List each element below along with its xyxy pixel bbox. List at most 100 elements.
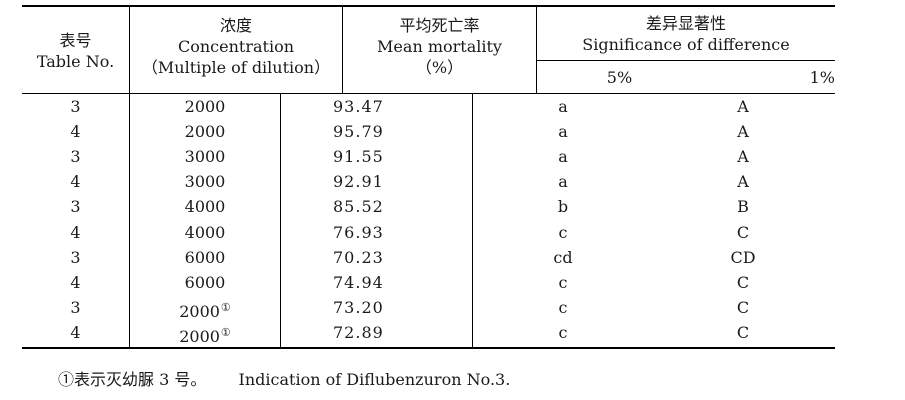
- cell-concentration-value: 3000: [184, 172, 226, 192]
- cell-concentration: 2000: [130, 120, 280, 143]
- cell-sig1-value: CD: [730, 247, 756, 267]
- cell-mortality-value: 76.93: [333, 222, 384, 242]
- header-significance-zh: 差异显著性: [645, 14, 726, 33]
- cell-concentration: 3000: [130, 170, 280, 193]
- cell-sig5: b: [473, 195, 653, 218]
- cell-table-no: 4: [22, 271, 129, 294]
- header-mortality: 平均死亡率 Mean mortality （%）: [343, 15, 536, 78]
- col-divider: [280, 94, 281, 348]
- footnote-chinese: ①表示灭幼脲 3 号。: [58, 370, 207, 389]
- cell-concentration: 2000①: [130, 321, 280, 348]
- header-bottom-rule: [22, 93, 835, 94]
- table-bottom-rule: [22, 347, 835, 349]
- cell-sig1-value: A: [737, 172, 749, 192]
- header-concentration-en: Concentration: [177, 37, 294, 56]
- cell-sig1-value: A: [737, 122, 749, 142]
- cell-concentration-value: 6000: [184, 272, 226, 292]
- header-concentration-unit: （Multiple of dilution）: [141, 58, 331, 77]
- cell-table-no: 4: [22, 120, 129, 143]
- cell-mortality-value: 74.94: [333, 272, 384, 292]
- cell-table-no-value: 4: [70, 172, 81, 192]
- cell-table-no-value: 3: [70, 197, 81, 217]
- cell-table-no-value: 4: [70, 272, 81, 292]
- cell-mortality: 91.55: [281, 145, 472, 168]
- cell-table-no-value: 3: [70, 97, 81, 116]
- cell-table-no: 3: [22, 145, 129, 168]
- cell-table-no-value: 3: [70, 297, 81, 317]
- cell-mortality-value: 95.79: [333, 122, 384, 142]
- cell-sig5: a: [473, 95, 653, 118]
- cell-concentration-value: 4000: [184, 222, 226, 242]
- cell-mortality-value: 92.91: [333, 172, 384, 192]
- cell-mortality-value: 85.52: [333, 197, 384, 217]
- cell-table-no: 3: [22, 95, 129, 118]
- cell-table-no: 3: [22, 246, 129, 269]
- cell-table-no: 3: [22, 296, 129, 319]
- cell-table-no: 4: [22, 170, 129, 193]
- cell-sig1: B: [653, 195, 833, 218]
- header-mortality-en: Mean mortality: [377, 37, 502, 56]
- cell-table-no: 3: [22, 195, 129, 218]
- header-significance: 差异显著性 Significance of difference: [537, 13, 835, 55]
- cell-sig5: a: [473, 170, 653, 193]
- cell-sig1: A: [653, 120, 833, 143]
- footnote: ①表示灭幼脲 3 号。 Indication of Diflubenzuron …: [58, 366, 510, 390]
- cell-concentration: 6000: [130, 246, 280, 269]
- cell-sig1: C: [653, 321, 833, 344]
- cell-table-no-value: 4: [70, 322, 81, 342]
- cell-concentration: 4000: [130, 195, 280, 218]
- cell-table-no-value: 4: [70, 122, 81, 142]
- cell-table-no-value: 3: [70, 147, 81, 167]
- cell-concentration: 2000: [130, 95, 280, 118]
- cell-sig1: CD: [653, 246, 833, 269]
- cell-sig5-value: a: [558, 147, 568, 167]
- cell-sig5: c: [473, 321, 653, 344]
- header-sig-1: 1%: [809, 68, 835, 87]
- cell-sig5-value: c: [558, 222, 568, 242]
- cell-sig1-value: C: [736, 297, 750, 317]
- cell-mortality-value: 73.20: [333, 297, 384, 317]
- cell-sig5: a: [473, 120, 653, 143]
- cell-sig5-value: a: [558, 97, 568, 116]
- cell-sig5-value: a: [558, 172, 568, 192]
- cell-sig1-value: B: [737, 197, 749, 217]
- cell-mortality: 92.91: [281, 170, 472, 193]
- header-table-no: 表号 Table No.: [22, 30, 129, 72]
- cell-mortality-value: 91.55: [333, 147, 384, 167]
- cell-sig5-value: a: [558, 122, 568, 142]
- cell-mortality: 93.47: [281, 95, 472, 118]
- cell-sig5: c: [473, 221, 653, 244]
- cell-concentration: 4000: [130, 221, 280, 244]
- cell-mortality: 85.52: [281, 195, 472, 218]
- cell-concentration-value: 4000: [184, 197, 226, 217]
- cell-sig1: A: [653, 145, 833, 168]
- header-table-no-zh: 表号: [59, 31, 92, 50]
- cell-table-no-value: 3: [70, 247, 81, 267]
- cell-sig5-value: c: [558, 272, 568, 292]
- header-mortality-unit: （%）: [415, 58, 464, 77]
- cell-concentration-value: 2000: [184, 97, 226, 116]
- cell-sig5-value: c: [558, 322, 568, 342]
- col-divider: [342, 5, 343, 94]
- cell-mortality: 76.93: [281, 221, 472, 244]
- cell-sig1: C: [653, 221, 833, 244]
- cell-sig5-value: c: [558, 297, 568, 317]
- cell-sig5-value: b: [557, 197, 569, 217]
- cell-concentration-value: 6000: [184, 247, 226, 267]
- cell-concentration-value: 3000: [184, 147, 226, 167]
- header-mortality-zh: 平均死亡率: [399, 16, 480, 35]
- cell-mortality: 72.89: [281, 321, 472, 344]
- footnote-marker: ①: [220, 325, 231, 339]
- cell-sig1-value: C: [736, 272, 750, 292]
- header-significance-en: Significance of difference: [582, 35, 790, 54]
- cell-concentration-value: 2000: [179, 301, 220, 321]
- col-divider: [472, 94, 473, 348]
- cell-table-no: 4: [22, 321, 129, 344]
- cell-concentration: 3000: [130, 145, 280, 168]
- col-divider: [129, 5, 130, 348]
- cell-concentration: 6000: [130, 271, 280, 294]
- cell-sig1: A: [653, 95, 833, 118]
- table-top-rule: [22, 5, 835, 7]
- header-concentration: 浓度 Concentration （Multiple of dilution）: [130, 15, 342, 78]
- cell-sig1: C: [653, 271, 833, 294]
